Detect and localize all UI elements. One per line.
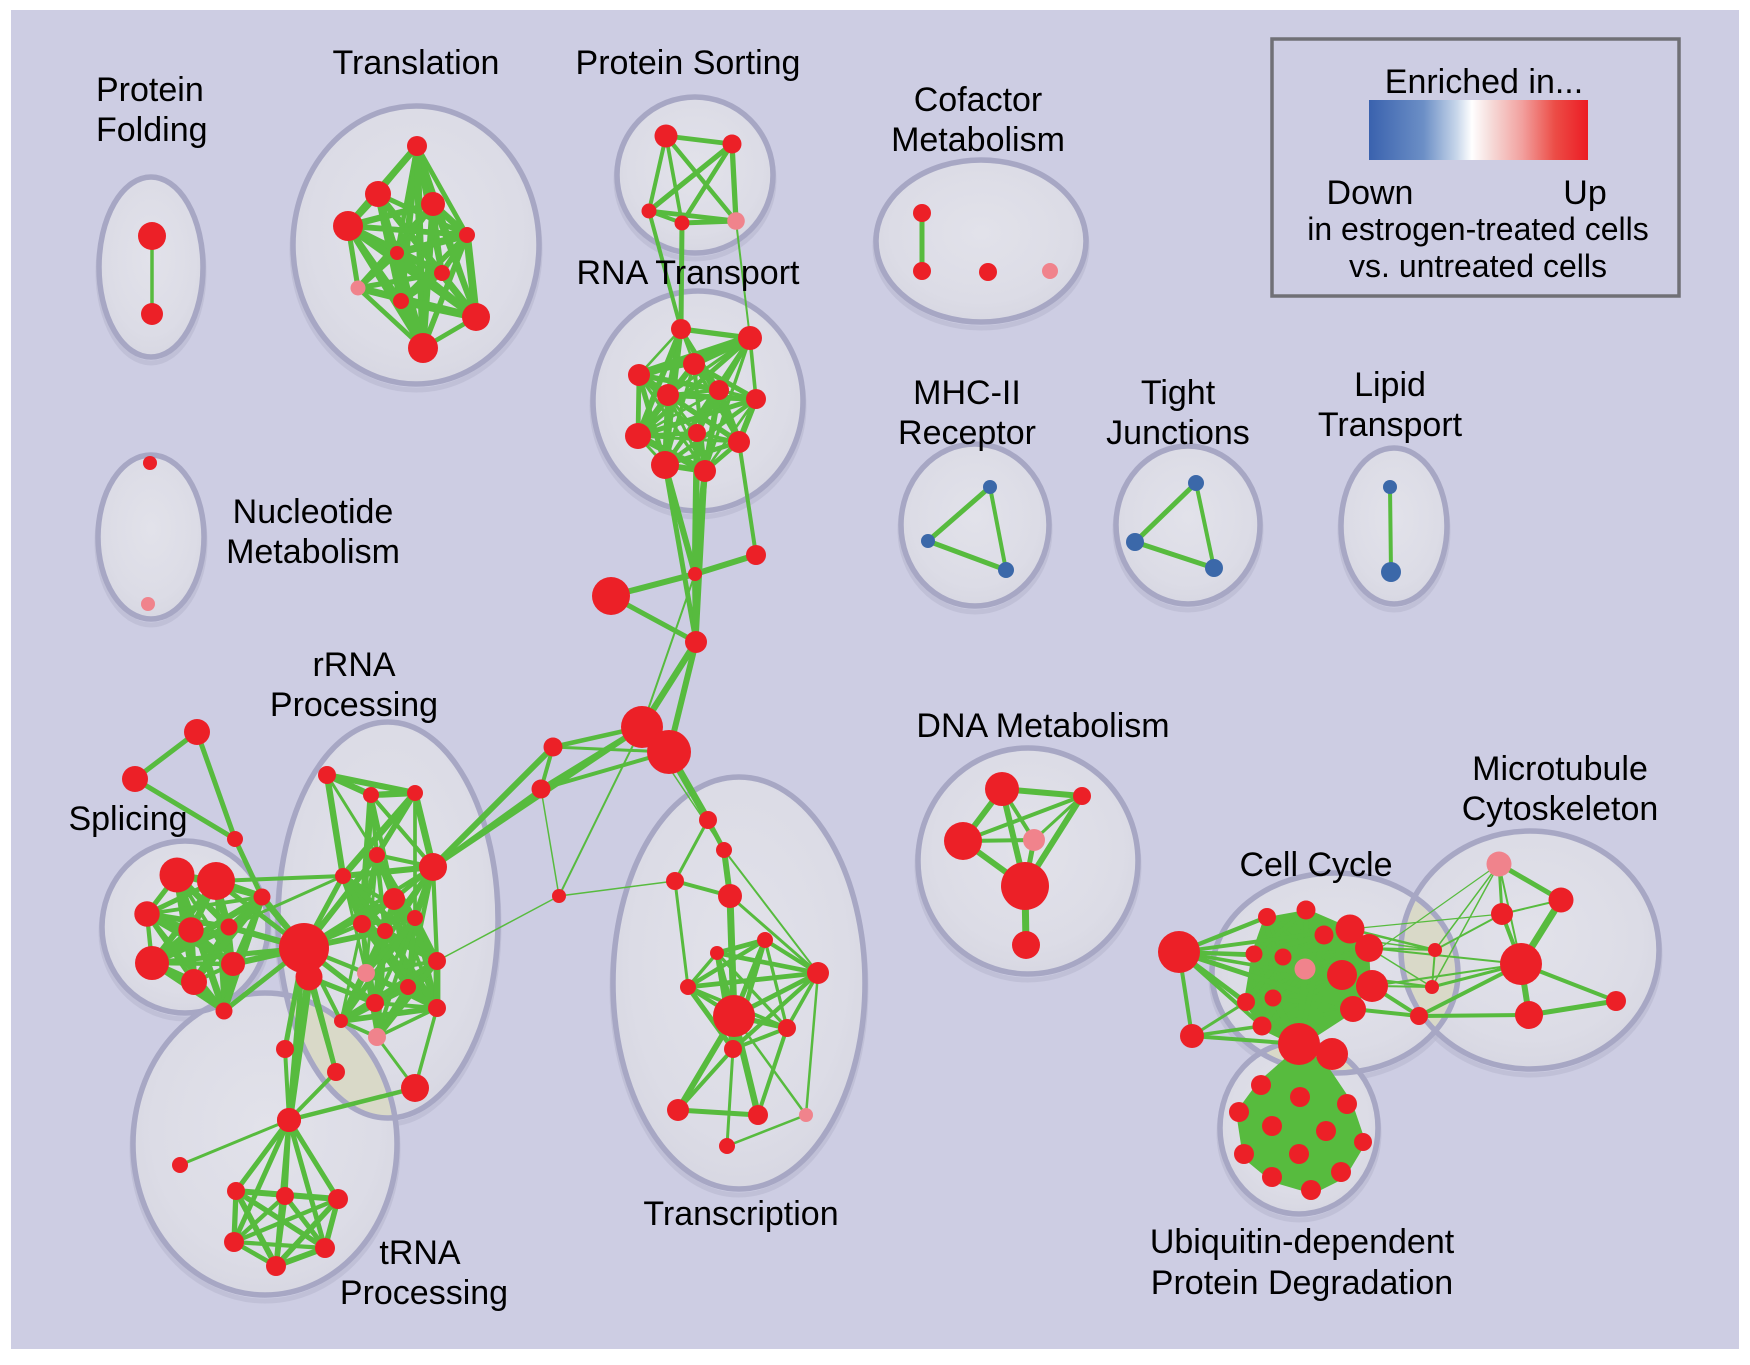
svg-text:rRNA: rRNA bbox=[312, 646, 395, 684]
svg-text:Receptor: Receptor bbox=[898, 414, 1036, 452]
svg-text:Protein Degradation: Protein Degradation bbox=[1151, 1264, 1453, 1302]
svg-text:tRNA: tRNA bbox=[379, 1234, 461, 1272]
svg-text:DNA Metabolism: DNA Metabolism bbox=[916, 707, 1169, 745]
svg-text:Tight: Tight bbox=[1141, 374, 1216, 412]
svg-text:Up: Up bbox=[1563, 174, 1606, 212]
svg-text:Enriched in...: Enriched in... bbox=[1385, 63, 1583, 101]
svg-text:Transport: Transport bbox=[1318, 406, 1463, 444]
svg-text:Cell Cycle: Cell Cycle bbox=[1239, 846, 1392, 884]
svg-text:Processing: Processing bbox=[340, 1274, 508, 1312]
svg-text:Metabolism: Metabolism bbox=[226, 533, 400, 571]
svg-text:Cytoskeleton: Cytoskeleton bbox=[1462, 790, 1659, 828]
svg-text:Processing: Processing bbox=[270, 686, 438, 724]
svg-text:Folding: Folding bbox=[96, 111, 208, 149]
svg-text:Lipid: Lipid bbox=[1354, 366, 1426, 404]
svg-text:in estrogen-treated cells: in estrogen-treated cells bbox=[1307, 211, 1649, 247]
svg-text:Ubiquitin-dependent: Ubiquitin-dependent bbox=[1150, 1223, 1455, 1261]
svg-text:Splicing: Splicing bbox=[68, 800, 187, 838]
svg-text:Down: Down bbox=[1327, 174, 1414, 212]
svg-text:Protein: Protein bbox=[96, 71, 204, 109]
svg-text:Junctions: Junctions bbox=[1106, 414, 1250, 452]
svg-text:Translation: Translation bbox=[333, 44, 500, 82]
svg-text:Microtubule: Microtubule bbox=[1472, 750, 1648, 788]
svg-text:MHC-II: MHC-II bbox=[913, 374, 1021, 412]
svg-text:Protein Sorting: Protein Sorting bbox=[576, 44, 801, 82]
svg-text:Transcription: Transcription bbox=[643, 1195, 838, 1233]
svg-text:Nucleotide: Nucleotide bbox=[233, 493, 394, 531]
svg-text:Cofactor: Cofactor bbox=[914, 81, 1043, 119]
svg-text:RNA Transport: RNA Transport bbox=[577, 254, 801, 292]
svg-text:vs. untreated cells: vs. untreated cells bbox=[1349, 248, 1607, 284]
svg-text:Metabolism: Metabolism bbox=[891, 121, 1065, 159]
